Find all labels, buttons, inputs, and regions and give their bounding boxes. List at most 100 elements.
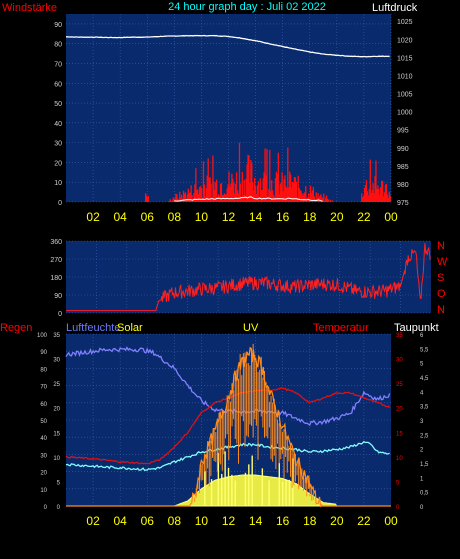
humidity-tick-label: 30 <box>53 358 60 364</box>
pressure-tick-label: 1005 <box>397 92 413 99</box>
wind-tick-label: 30 <box>54 141 62 148</box>
hour-tick-label: 06 <box>141 514 155 528</box>
hour-tick-label: 16 <box>276 514 290 528</box>
chart-title: 24 hour graph day : Juli 02 2022 <box>168 1 326 13</box>
solar-area <box>174 474 338 507</box>
wind-tick-label: 80 <box>54 42 62 49</box>
direction-degree-label: 180 <box>50 275 62 282</box>
temperature-tick-label: 30 <box>396 358 403 364</box>
hour-tick-label: 12 <box>222 514 236 528</box>
wind-tick-label: 90 <box>54 22 62 29</box>
humidity-line <box>65 346 391 427</box>
wind-tick-label: 60 <box>54 81 62 88</box>
pressure-tick-label: 1000 <box>397 110 413 117</box>
direction-degree-label: 360 <box>50 239 62 246</box>
wind-x-axis-ticks: 02 04 06 08 10 12 14 16 18 20 22 00 <box>86 210 398 224</box>
pressure-tick-label: 1010 <box>397 73 413 80</box>
pressure-tick-label: 1025 <box>397 19 413 26</box>
temperature-tick-label: 10 <box>396 456 403 462</box>
wind-axis-label: Windstärke <box>2 2 57 14</box>
humidity-tick-label: 20 <box>53 407 60 413</box>
wind-tick-label: 50 <box>54 101 62 108</box>
uv-tick-label: 6 <box>420 333 424 339</box>
rain-tick-label: 40 <box>40 436 47 442</box>
humidity-tick-label: 5 <box>57 480 61 486</box>
pressure-tick-label: 995 <box>397 128 409 135</box>
dewpoint-line <box>65 440 390 472</box>
uv-label: UV <box>243 322 259 334</box>
temperature-axis-ticks: 0 5 10 15 20 25 30 35 <box>396 333 403 511</box>
rain-label: Regen <box>0 322 32 334</box>
uv-tick-label: 1,5 <box>420 462 429 468</box>
uv-tick-label: 0 <box>420 505 424 511</box>
dewpoint-label: Taupunkt <box>394 322 439 334</box>
rain-tick-label: 70 <box>40 385 47 391</box>
solar-label: Solar <box>117 322 143 334</box>
uv-tick-label: 4 <box>420 390 424 396</box>
direction-degree-label: 0 <box>58 311 62 318</box>
temperature-tick-label: 0 <box>396 505 400 511</box>
uv-axis-ticks: 0 0,5 1 1,5 2 2,5 3 3,5 4 4,5 5 5,5 6 <box>420 333 429 511</box>
rain-tick-label: 30 <box>40 453 47 459</box>
hour-tick-label: 14 <box>249 514 263 528</box>
rain-axis-ticks: 0 10 20 30 40 50 60 70 80 90 100 <box>37 333 48 511</box>
wind-tick-label: 40 <box>54 121 62 128</box>
hour-tick-label: 22 <box>357 514 371 528</box>
pressure-tick-label: 990 <box>397 146 409 153</box>
humidity-tick-label: 15 <box>53 431 60 437</box>
uv-tick-label: 4,5 <box>420 376 429 382</box>
hour-tick-label: 04 <box>113 210 127 224</box>
hour-tick-label: 18 <box>303 210 317 224</box>
hour-tick-label: 00 <box>384 210 398 224</box>
temperature-tick-label: 25 <box>396 382 403 388</box>
hour-tick-label: 00 <box>384 514 398 528</box>
uv-tick-label: 1 <box>420 476 424 482</box>
pressure-tick-label: 1015 <box>397 55 413 62</box>
pressure-line <box>66 34 390 58</box>
rain-tick-label: 50 <box>40 419 47 425</box>
hour-tick-label: 02 <box>86 210 100 224</box>
humidity-axis-ticks: 0 5 10 15 20 25 30 35 <box>53 333 60 511</box>
hour-tick-label: 10 <box>195 210 209 224</box>
rain-tick-label: 100 <box>37 333 48 339</box>
uv-tick-label: 0,5 <box>420 491 429 497</box>
rain-tick-label: 20 <box>40 471 47 477</box>
humidity-tick-label: 10 <box>53 456 60 462</box>
direction-grid <box>66 240 431 314</box>
rain-tick-label: 10 <box>40 488 47 494</box>
rain-tick-label: 90 <box>40 350 47 356</box>
solar-x-axis-ticks: 02 04 06 08 10 12 14 16 18 20 22 00 <box>86 514 398 528</box>
pressure-axis-label: Luftdruck <box>372 2 418 14</box>
pressure-tick-label: 1020 <box>397 37 413 44</box>
temperature-label: Temperatur <box>313 322 369 334</box>
uv-tick-label: 2,5 <box>420 433 429 439</box>
temperature-tick-label: 5 <box>396 480 400 486</box>
direction-line <box>66 243 431 312</box>
wind-tick-label: 20 <box>54 160 62 167</box>
compass-label: S <box>437 272 444 284</box>
hour-tick-label: 18 <box>303 514 317 528</box>
pressure-axis-ticks: 975 980 985 990 995 1000 1005 1010 1015 1020 1025 <box>397 19 413 207</box>
compass-label: O <box>437 288 446 300</box>
hour-tick-label: 12 <box>222 210 236 224</box>
hour-tick-label: 16 <box>276 210 290 224</box>
hour-tick-label: 14 <box>249 210 263 224</box>
hour-tick-label: 08 <box>168 210 182 224</box>
hour-tick-label: 22 <box>357 210 371 224</box>
compass-label: N <box>437 304 445 316</box>
humidity-tick-label: 0 <box>57 505 61 511</box>
uv-tick-label: 3 <box>420 419 424 425</box>
rain-tick-label: 60 <box>40 402 47 408</box>
wind-tick-label: 70 <box>54 61 62 68</box>
compass-label: W <box>437 256 448 268</box>
hour-tick-label: 06 <box>141 210 155 224</box>
hour-tick-label: 10 <box>195 514 209 528</box>
humidity-label: Luftfeuchte <box>66 322 120 334</box>
direction-degree-ticks: 0 90 180 270 360 <box>50 239 62 318</box>
